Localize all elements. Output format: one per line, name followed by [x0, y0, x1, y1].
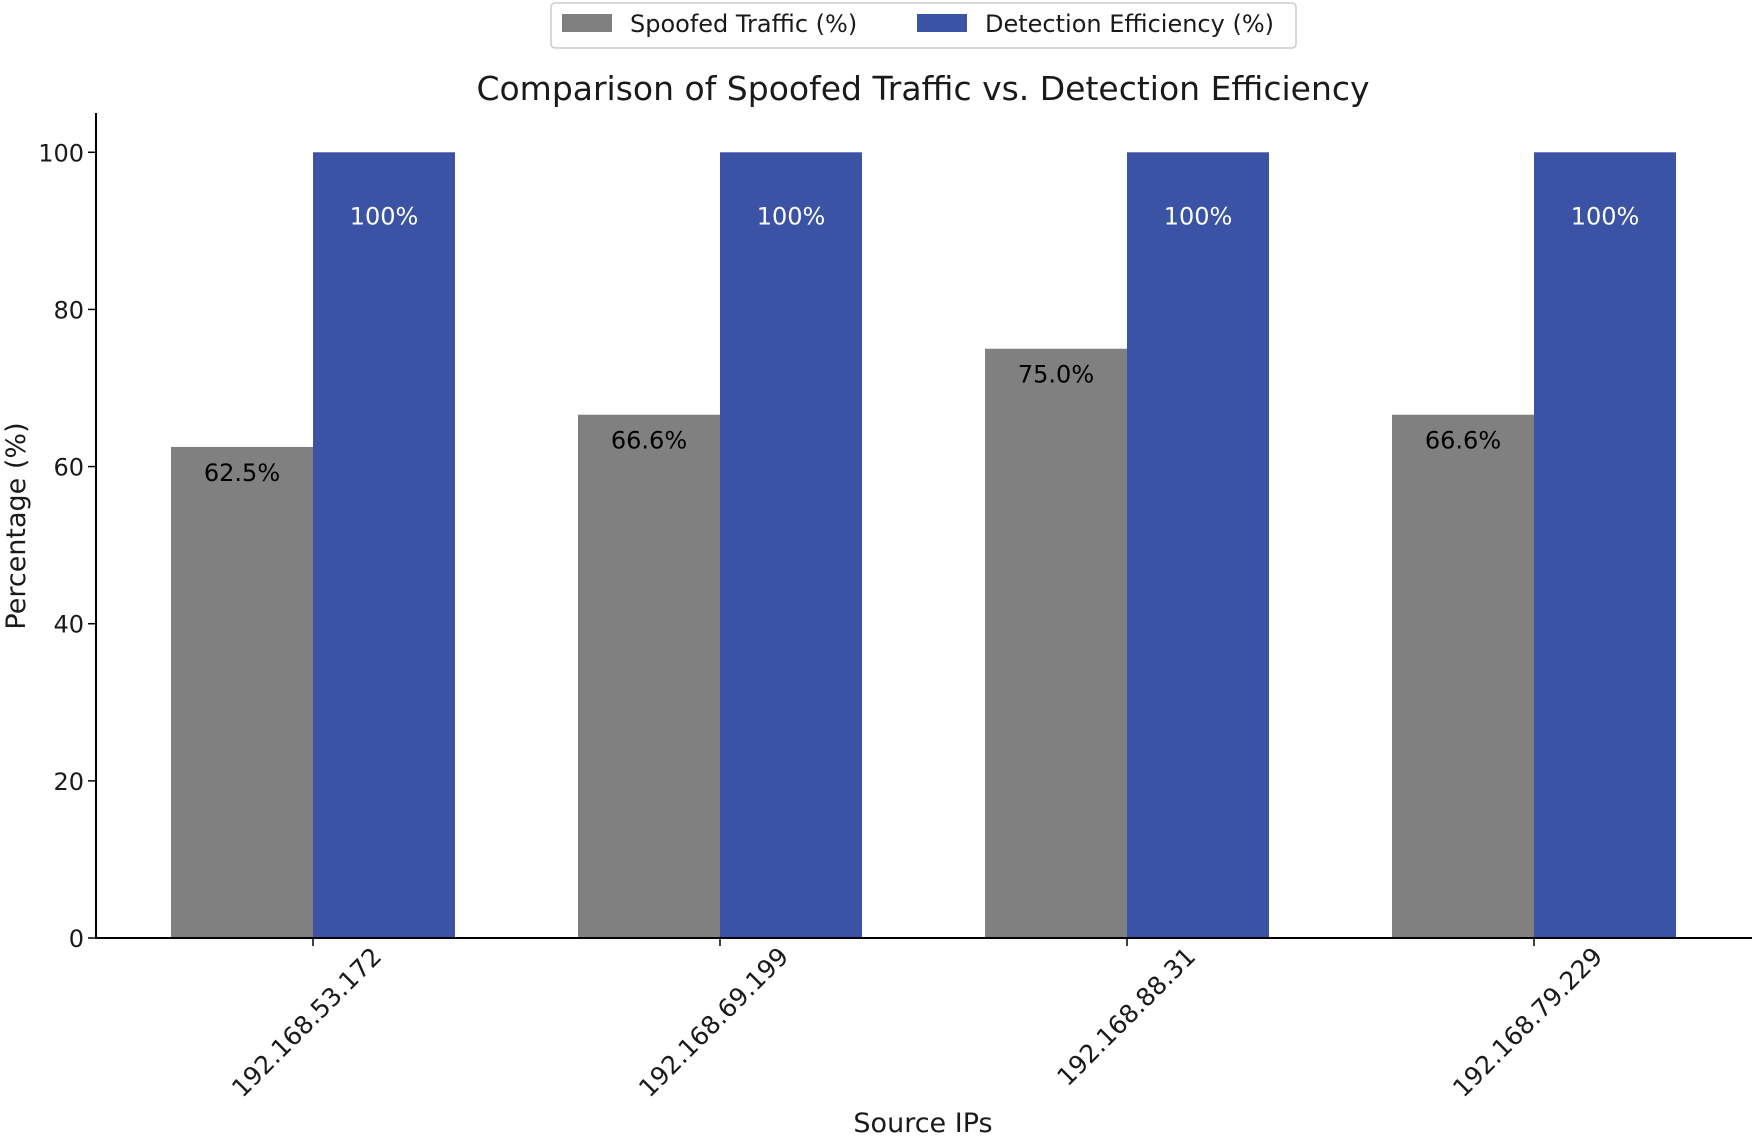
bar-detection-efficiency-192-168-88-31 [1127, 152, 1269, 939]
y-tick-label-100: 100 [38, 139, 84, 167]
chart-title: Comparison of Spoofed Traffic vs. Detect… [476, 69, 1369, 108]
x-tick-label-192-168-53-172: 192.168.53.172 [226, 942, 387, 1103]
bar-detection-efficiency-192-168-53-172 [313, 152, 455, 939]
bars-layer [171, 152, 1676, 939]
x-axis-label: Source IPs [853, 1108, 992, 1136]
y-tick-label-80: 80 [53, 296, 84, 324]
data-label-spoofed-traffic-192-168-88-31: 75.0% [1018, 361, 1094, 389]
y-axis-label: Percentage (%) [1, 422, 32, 629]
legend-swatch-spoofed-traffic [562, 14, 612, 32]
legend-label-spoofed-traffic: Spoofed Traffic (%) [630, 10, 857, 38]
y-tick-label-60: 60 [53, 454, 84, 482]
bar-spoofed-traffic-192-168-79-229 [1392, 414, 1534, 938]
bar-detection-efficiency-192-168-69-199 [720, 152, 862, 939]
x-tick-label-192-168-79-229: 192.168.79.229 [1447, 942, 1608, 1103]
legend-label-detection-efficiency: Detection Efficiency (%) [985, 10, 1274, 38]
data-label-detection-efficiency-192-168-69-199: 100% [757, 202, 826, 230]
x-axis-ticks: 192.168.53.172 192.168.69.199 192.168.88.3… [226, 938, 1608, 1103]
data-label-detection-efficiency-192-168-88-31: 100% [1164, 202, 1233, 230]
bar-spoofed-traffic-192-168-88-31 [985, 348, 1127, 938]
bar-spoofed-traffic-192-168-69-199 [578, 414, 720, 938]
x-tick-label-192-168-88-31: 192.168.88.31 [1051, 942, 1201, 1092]
data-label-spoofed-traffic-192-168-79-229: 66.6% [1425, 427, 1501, 455]
bar-detection-efficiency-192-168-79-229 [1534, 152, 1676, 939]
data-label-detection-efficiency-192-168-79-229: 100% [1571, 202, 1640, 230]
y-tick-label-0: 0 [69, 925, 84, 953]
bar-spoofed-traffic-192-168-53-172 [171, 446, 313, 938]
data-label-spoofed-traffic-192-168-53-172: 62.5% [204, 459, 280, 487]
y-tick-label-20: 20 [53, 768, 84, 796]
bar-labels-layer: 62.5% 100% 66.6% 100% 75.0% 100% 66.6% 100% [204, 202, 1639, 487]
x-tick-label-192-168-69-199: 192.168.69.199 [633, 942, 794, 1103]
data-label-detection-efficiency-192-168-53-172: 100% [350, 202, 419, 230]
legend-swatch-detection-efficiency [917, 14, 967, 32]
y-tick-label-40: 40 [53, 611, 84, 639]
y-axis-ticks: 0 20 40 60 80 100 [38, 139, 96, 953]
legend: Spoofed Traffic (%) Detection Efficiency… [550, 2, 1297, 49]
data-label-spoofed-traffic-192-168-69-199: 66.6% [611, 427, 687, 455]
